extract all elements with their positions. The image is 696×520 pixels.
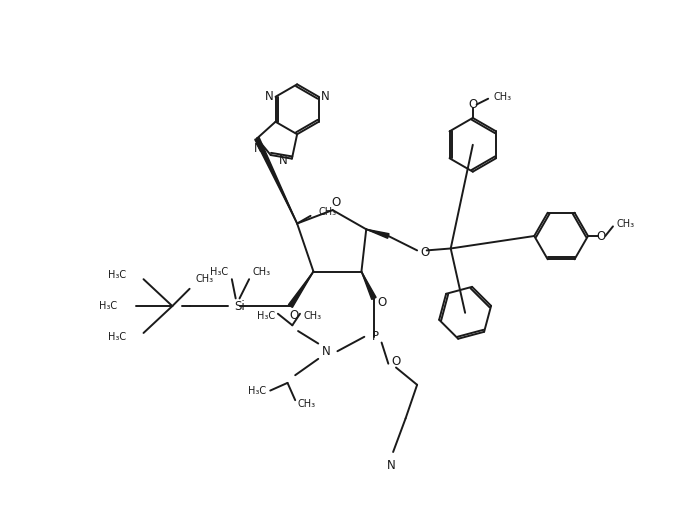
Text: H₃C: H₃C — [108, 270, 126, 280]
Text: H₃C: H₃C — [99, 301, 117, 311]
Text: CH₃: CH₃ — [196, 274, 214, 284]
Text: N: N — [264, 90, 273, 103]
Text: P: P — [372, 330, 379, 343]
Polygon shape — [288, 271, 313, 307]
Text: O: O — [391, 355, 401, 368]
Text: CH₃: CH₃ — [318, 207, 336, 217]
Text: O: O — [420, 246, 429, 259]
Text: H₃C: H₃C — [210, 267, 228, 278]
Text: N: N — [321, 90, 330, 103]
Text: N: N — [387, 459, 395, 472]
Text: N: N — [253, 141, 262, 154]
Text: H₃C: H₃C — [248, 385, 267, 396]
Text: O: O — [468, 98, 477, 111]
Text: N: N — [322, 345, 331, 358]
Text: O: O — [332, 196, 341, 209]
Text: N: N — [279, 154, 287, 167]
Text: CH₃: CH₃ — [617, 219, 635, 229]
Text: H₃C: H₃C — [257, 310, 275, 321]
Polygon shape — [361, 271, 376, 300]
Text: CH₃: CH₃ — [297, 399, 315, 409]
Text: CH₃: CH₃ — [494, 92, 512, 102]
Text: O: O — [377, 296, 386, 309]
Text: H₃C: H₃C — [108, 332, 126, 342]
Polygon shape — [255, 137, 297, 224]
Text: Si: Si — [234, 300, 245, 313]
Text: O: O — [596, 229, 606, 242]
Text: CH₃: CH₃ — [304, 310, 322, 321]
Text: CH₃: CH₃ — [253, 267, 271, 278]
Text: O: O — [290, 309, 299, 322]
Polygon shape — [366, 229, 389, 238]
